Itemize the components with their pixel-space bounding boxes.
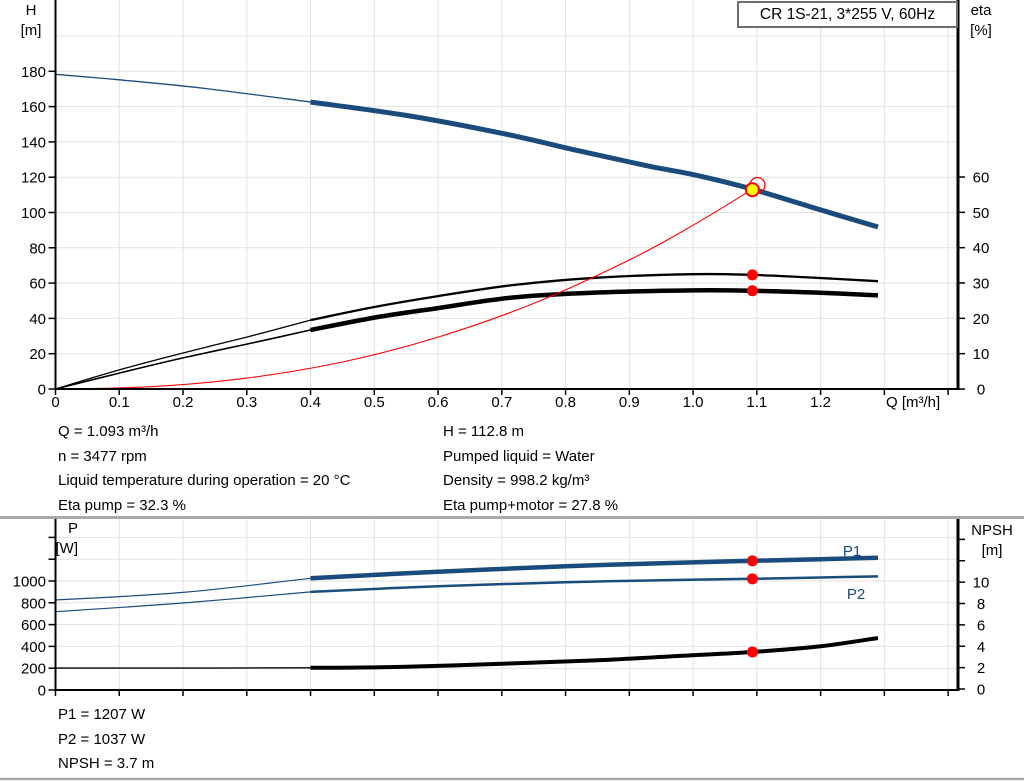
- top-chart-x-tick-label: 0.5: [364, 394, 385, 411]
- top-chart-right-tick-label: 10: [973, 346, 990, 363]
- annotation-q: Q = 1.093 m³/h: [58, 423, 159, 440]
- top-chart-right-tick-label: 60: [973, 170, 990, 187]
- series-h: [310, 99, 879, 230]
- top-chart-right-tick-label: 20: [973, 311, 990, 328]
- p2-series-label: P2: [847, 586, 865, 603]
- top-chart-x-tick-label: 1.1: [746, 394, 767, 411]
- bottom-right-axis-title: NPSH [m]: [966, 521, 1018, 561]
- top-chart-x-tick-label: 0.9: [619, 394, 640, 411]
- annotation-liquid-temp: Liquid temperature during operation = 20…: [58, 472, 351, 490]
- annotation-density: Density = 998.2 kg/m³: [443, 472, 590, 490]
- npsh-axis-unit: [m]: [981, 542, 1003, 559]
- bottom-chart-right-tick-label: 10: [973, 575, 990, 592]
- top-chart-left-tick-label: 120: [21, 170, 46, 187]
- p-axis-unit: [W]: [55, 540, 79, 557]
- top-chart-x-tick-label: 0.6: [428, 394, 449, 411]
- operating-point-dot: [746, 555, 758, 567]
- h-axis-title: H: [25, 2, 37, 19]
- q-axis-title: Q [m³/h]: [886, 394, 941, 411]
- top-chart-x-tick-label: 1.2: [810, 394, 831, 411]
- series-system-curve: [55, 188, 753, 390]
- bottom-chart-left-tick-label: 800: [21, 595, 46, 612]
- bottom-chart-left-tick-label: 200: [21, 661, 46, 678]
- top-chart-right-tick-label: 0: [977, 382, 985, 399]
- top-chart-left-tick-label: 80: [29, 240, 46, 257]
- duty-point-marker: [744, 182, 760, 198]
- top-chart-left-tick-label: 60: [29, 276, 46, 293]
- series-h: [55, 73, 311, 103]
- pump-title-box: CR 1S-21, 3*255 V, 60Hz: [737, 1, 958, 28]
- annotation-h: H = 112.8 m: [443, 423, 525, 440]
- series-eta-pump: [55, 319, 311, 390]
- top-right-axis-title: eta [%]: [962, 1, 1000, 41]
- top-chart-x-tick-label: 0.7: [491, 394, 512, 411]
- top-chart-right-tick-label: 30: [973, 276, 990, 293]
- eta-axis-title: eta: [970, 2, 992, 19]
- bottom-chart-right-tick-label: 2: [977, 660, 985, 677]
- top-chart-left-tick-label: 140: [21, 134, 46, 151]
- operating-point-dot: [746, 285, 758, 297]
- top-chart-x-tick-label: 0.2: [173, 394, 194, 411]
- operating-point-dot: [746, 573, 758, 585]
- operating-data-right: H = 112.8 m Pumped liquid = Water Densit…: [443, 420, 618, 519]
- annotation-pumped-liquid: Pumped liquid = Water: [443, 447, 595, 465]
- annotation-p2: P2 = 1037 W: [58, 730, 146, 748]
- bottom-chart-left-tick-label: 400: [21, 639, 46, 656]
- bottom-chart-right-tick-label: 6: [977, 617, 985, 634]
- annotation-eta-pump-motor: Eta pump+motor = 27.8 %: [443, 497, 619, 515]
- series-p2: [55, 591, 311, 613]
- series-p1: [310, 555, 879, 581]
- operating-point-dot: [746, 646, 758, 658]
- p1-series-label: P1: [843, 543, 861, 560]
- h-axis-unit: [m]: [20, 22, 42, 39]
- annotation-p1: P1 = 1207 W: [58, 706, 146, 723]
- series-npsh: [310, 636, 879, 670]
- operating-data-left: Q = 1.093 m³/h n = 3477 rpm Liquid tempe…: [58, 420, 350, 519]
- power-data-block: P1 = 1207 W P2 = 1037 W NPSH = 3.7 m: [58, 703, 154, 777]
- top-chart-x-tick-label: 0.1: [109, 394, 130, 411]
- operating-point-dot: [746, 269, 758, 281]
- top-chart-right-tick-label: 50: [973, 205, 990, 222]
- npsh-axis-title: NPSH: [971, 522, 1013, 539]
- top-chart-left-tick-label: 20: [29, 346, 46, 363]
- top-chart-x-tick-label: 0.3: [236, 394, 257, 411]
- bottom-chart-left-tick-label: 0: [38, 683, 46, 700]
- top-chart-left-tick-label: 100: [21, 205, 46, 222]
- top-chart-right-tick-label: 40: [973, 240, 990, 257]
- top-chart-left-tick-label: 160: [21, 99, 46, 116]
- annotation-n: n = 3477 rpm: [58, 447, 147, 465]
- top-chart-x-tick-label: 0.8: [555, 394, 576, 411]
- top-left-axis-title: H [m]: [14, 1, 48, 41]
- bottom-chart-right-tick-label: 0: [977, 682, 985, 699]
- annotation-npsh: NPSH = 3.7 m: [58, 755, 155, 773]
- annotation-eta-pump: Eta pump = 32.3 %: [58, 497, 186, 515]
- series-p2: [310, 575, 879, 594]
- bottom-chart-right-tick-label: 8: [977, 596, 985, 613]
- series-eta-pump+motor: [310, 288, 879, 333]
- top-chart-x-tick-label: 0.4: [300, 394, 321, 411]
- series-p1: [55, 577, 311, 601]
- eta-axis-unit: [%]: [970, 22, 992, 39]
- bottom-chart-right-tick-label: 4: [977, 639, 985, 656]
- top-chart-x-tick-label: 0: [51, 394, 59, 411]
- series-eta-pump+motor: [55, 329, 311, 390]
- top-chart-left-tick-label: 0: [38, 382, 46, 399]
- top-chart-left-tick-label: 40: [29, 311, 46, 328]
- bottom-chart-left-tick-label: 1000: [13, 574, 46, 591]
- bottom-left-axis-title: P [W]: [30, 519, 79, 559]
- top-chart-x-tick-label: 1.0: [683, 394, 704, 411]
- bottom-chart-left-tick-label: 600: [21, 617, 46, 634]
- top-chart-left-tick-label: 180: [21, 64, 46, 81]
- p-axis-title: P: [67, 520, 78, 537]
